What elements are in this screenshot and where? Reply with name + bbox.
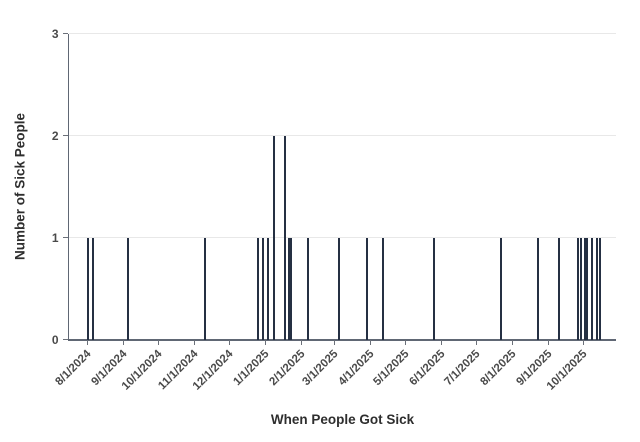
y-axis-title: Number of Sick People [12, 112, 28, 260]
bar [272, 135, 275, 340]
x-tick-mark [369, 339, 371, 345]
bar [536, 237, 539, 340]
bar [289, 237, 292, 340]
x-tick-mark [228, 339, 230, 345]
bar [365, 237, 368, 340]
x-tick-mark [333, 339, 335, 345]
x-tick-mark [475, 339, 477, 345]
y-tick-mark [62, 33, 68, 35]
x-tick-mark [264, 339, 267, 345]
x-tick-mark [440, 339, 442, 345]
x-tick-mark [547, 339, 550, 345]
bar [557, 237, 560, 340]
x-axis-title: When People Got Sick [270, 412, 415, 427]
y-tick-label: 1 [51, 230, 59, 245]
x-axis-line [67, 339, 616, 341]
bar [287, 237, 290, 340]
y-gridline [68, 33, 616, 34]
y-tick-label: 2 [51, 128, 59, 143]
bar [307, 237, 310, 340]
bar [284, 135, 287, 340]
bar [576, 237, 579, 340]
bar [126, 237, 129, 340]
x-tick-mark [86, 339, 88, 345]
x-tick-mark [404, 339, 406, 345]
bar [203, 237, 206, 340]
bar [585, 237, 588, 340]
bar [91, 237, 94, 340]
bar [87, 237, 90, 340]
bar [598, 237, 601, 340]
y-tick-label: 3 [51, 26, 59, 41]
y-tick-mark [62, 237, 68, 239]
y-axis-line [67, 33, 69, 340]
x-tick-mark [582, 339, 585, 345]
y-tick-mark [62, 339, 68, 341]
y-tick-mark [62, 135, 68, 137]
x-tick-mark [193, 339, 195, 345]
x-tick-mark [122, 339, 124, 345]
bar [590, 237, 593, 340]
x-tick-mark [157, 339, 159, 345]
bar [266, 237, 269, 340]
bar [583, 237, 586, 340]
bar [257, 237, 260, 340]
y-gridline [68, 135, 616, 136]
y-gridline [68, 237, 616, 238]
x-tick-mark [300, 339, 303, 345]
bar [262, 237, 265, 340]
bar [580, 237, 583, 340]
bar [337, 237, 340, 340]
x-tick-mark [511, 339, 513, 345]
bar [499, 237, 502, 340]
bar [596, 237, 599, 340]
bar [382, 237, 385, 340]
y-tick-label: 0 [51, 332, 59, 347]
bar [433, 237, 436, 340]
